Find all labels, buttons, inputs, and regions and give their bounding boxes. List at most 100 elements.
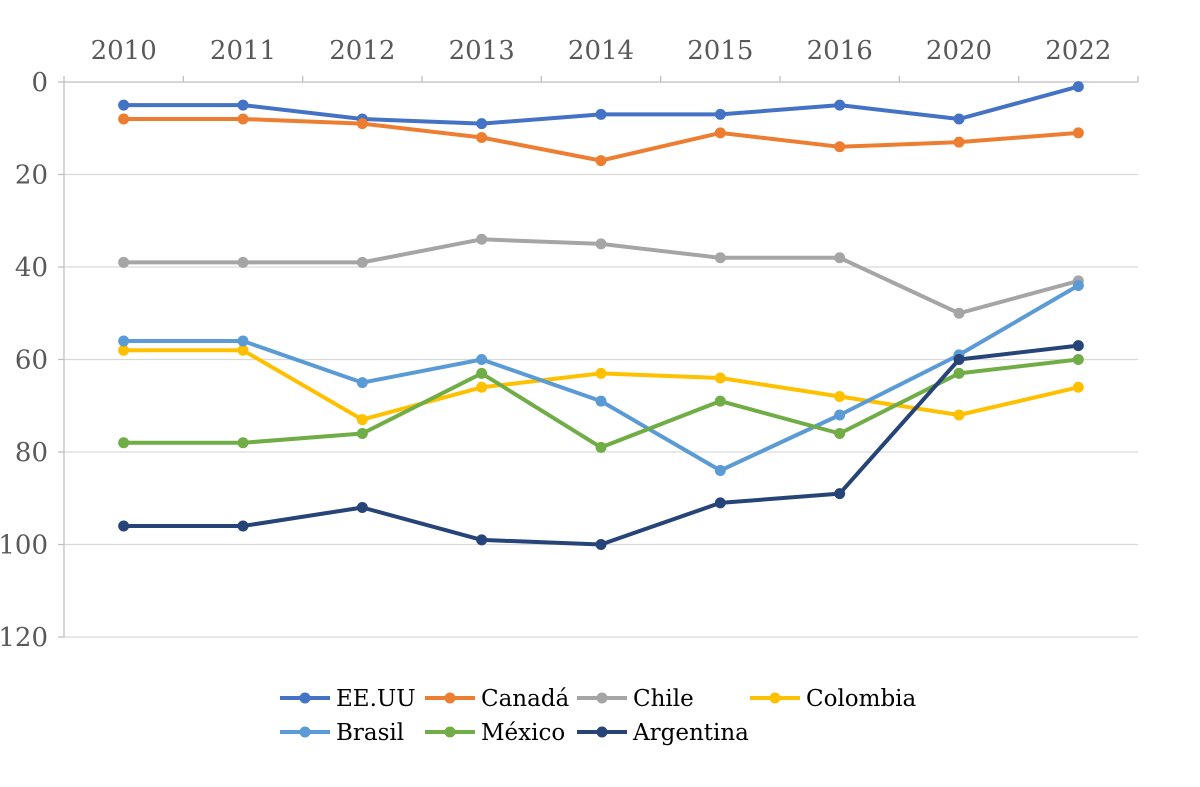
legend-label: Colombia xyxy=(806,686,917,712)
data-point-chile xyxy=(714,252,726,264)
legend-swatch-marker xyxy=(596,692,608,704)
y-tick-label: 0 xyxy=(31,68,48,98)
data-point-argentina xyxy=(595,539,607,550)
data-point-m-xico xyxy=(834,428,846,439)
legend-item-canad-: Canadá xyxy=(425,686,570,712)
data-point-chile xyxy=(834,252,846,264)
y-tick-label: 80 xyxy=(15,438,48,468)
data-point-m-xico xyxy=(237,437,249,449)
legend-item-m-xico: México xyxy=(425,720,565,746)
data-point-canad- xyxy=(953,136,965,148)
data-point-canad- xyxy=(1072,127,1084,139)
data-point-colombia xyxy=(356,414,368,426)
x-tick-label: 2016 xyxy=(807,36,873,66)
data-point-brasil xyxy=(476,354,488,365)
data-point-argentina xyxy=(834,488,846,500)
legend-item-colombia: Colombia xyxy=(750,686,917,712)
axes: 0 20 40 60 80 100 120 2010 2011 2012 2013 2014 2015 2… xyxy=(0,36,1139,653)
data-point-m-xico xyxy=(356,428,368,439)
data-point-colombia xyxy=(953,409,965,421)
x-tick-label: 2012 xyxy=(329,36,395,66)
data-point-m-xico xyxy=(595,441,607,453)
legend-label: Argentina xyxy=(632,720,749,746)
data-point-chile xyxy=(953,307,965,319)
x-tick-label: 2022 xyxy=(1045,36,1111,66)
legend-swatch-marker xyxy=(299,692,311,704)
data-point-ee-uu xyxy=(118,99,130,111)
series-group xyxy=(118,81,1084,550)
series-canad- xyxy=(118,113,1084,167)
data-point-ee-uu xyxy=(476,118,488,130)
data-point-ee-uu xyxy=(834,99,846,111)
data-point-canad- xyxy=(834,141,846,153)
data-point-m-xico xyxy=(476,367,488,379)
series-colombia xyxy=(118,344,1084,426)
data-point-argentina xyxy=(1072,340,1084,352)
series-m-xico xyxy=(118,354,1084,453)
data-point-ee-uu xyxy=(595,108,607,120)
data-point-chile xyxy=(595,238,607,250)
legend-swatch-marker xyxy=(444,692,456,704)
data-point-brasil xyxy=(118,335,130,347)
data-point-m-xico xyxy=(118,437,130,449)
legend-swatch-marker xyxy=(444,726,456,738)
data-point-canad- xyxy=(356,118,368,130)
data-point-canad- xyxy=(714,127,726,139)
data-point-colombia xyxy=(237,344,249,356)
series-line-canad- xyxy=(121,117,1081,163)
x-tick-label: 2020 xyxy=(926,36,992,66)
data-point-ee-uu xyxy=(1072,81,1084,93)
x-tick-label: 2011 xyxy=(210,36,276,66)
data-point-argentina xyxy=(714,497,726,509)
y-tick-label: 40 xyxy=(15,253,48,283)
legend-label: EE.UU xyxy=(336,686,416,712)
legend-item-chile: Chile xyxy=(577,686,694,712)
legend-swatch-marker xyxy=(769,692,781,704)
data-point-colombia xyxy=(476,381,488,393)
series-brasil xyxy=(118,280,1084,476)
data-point-brasil xyxy=(1072,280,1084,291)
y-tick-label: 100 xyxy=(0,531,48,561)
data-point-brasil xyxy=(237,335,249,347)
data-point-m-xico xyxy=(953,367,965,379)
legend-item-brasil: Brasil xyxy=(280,720,404,746)
legend-label: Chile xyxy=(633,686,694,712)
legend-swatch-marker xyxy=(299,726,311,738)
data-point-colombia xyxy=(834,391,846,402)
data-point-colombia xyxy=(118,344,130,356)
data-point-m-xico xyxy=(1072,354,1084,365)
series-ee-uu xyxy=(118,81,1084,130)
data-point-canad- xyxy=(595,155,607,167)
legend-swatch-marker xyxy=(596,726,608,738)
data-point-chile xyxy=(118,256,130,268)
data-point-argentina xyxy=(356,502,368,513)
y-tick-label: 20 xyxy=(15,161,48,191)
data-point-colombia xyxy=(595,367,607,379)
data-point-ee-uu xyxy=(953,113,965,125)
x-tick-label: 2015 xyxy=(687,36,753,66)
data-point-colombia xyxy=(714,372,726,384)
data-point-brasil xyxy=(834,409,846,421)
data-point-colombia xyxy=(1072,381,1084,393)
data-point-brasil xyxy=(356,377,368,389)
x-tick-label: 2014 xyxy=(568,36,634,66)
data-point-canad- xyxy=(118,113,130,125)
data-point-ee-uu xyxy=(714,108,726,120)
data-point-brasil xyxy=(595,395,607,407)
data-point-chile xyxy=(356,256,368,268)
data-point-chile xyxy=(237,256,249,268)
data-point-argentina xyxy=(476,534,488,546)
legend-item-ee-uu: EE.UU xyxy=(280,686,416,712)
legend-label: México xyxy=(481,720,565,746)
legend-item-argentina: Argentina xyxy=(577,720,749,746)
legend: EE.UU Canadá Chile Colombia Brasil México Arge… xyxy=(280,686,917,746)
data-point-canad- xyxy=(237,113,249,125)
x-tick-label: 2013 xyxy=(449,36,515,66)
data-point-m-xico xyxy=(714,395,726,407)
x-tick-label: 2010 xyxy=(91,36,157,66)
series-chile xyxy=(118,233,1084,319)
data-point-canad- xyxy=(476,132,488,143)
data-point-argentina xyxy=(237,520,249,532)
